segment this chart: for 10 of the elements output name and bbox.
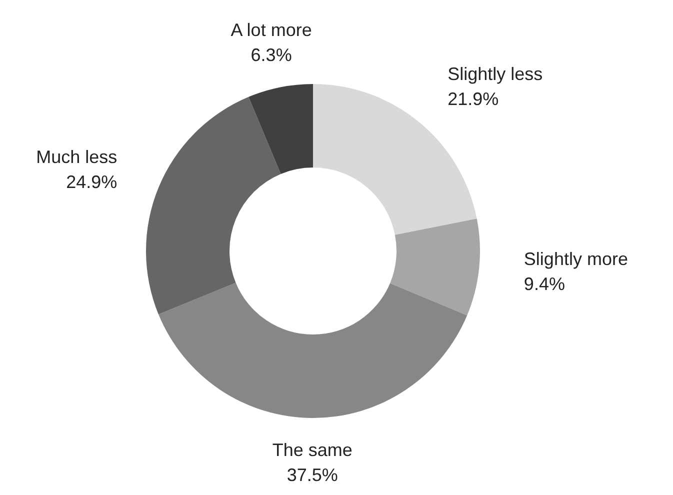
- slice-label: Much less: [36, 146, 118, 167]
- data-label: 24.9%: [66, 172, 118, 192]
- data-label: 9.4%: [524, 274, 565, 294]
- slice-label: A lot more: [230, 20, 312, 40]
- data-label: 21.9%: [448, 89, 499, 110]
- data-label: 6.3%: [250, 45, 292, 66]
- slice-label: Slightly more: [524, 249, 628, 270]
- slice-label: The same: [272, 440, 352, 460]
- slice-label: Slightly less: [448, 64, 543, 84]
- data-label: 37.5%: [286, 464, 338, 485]
